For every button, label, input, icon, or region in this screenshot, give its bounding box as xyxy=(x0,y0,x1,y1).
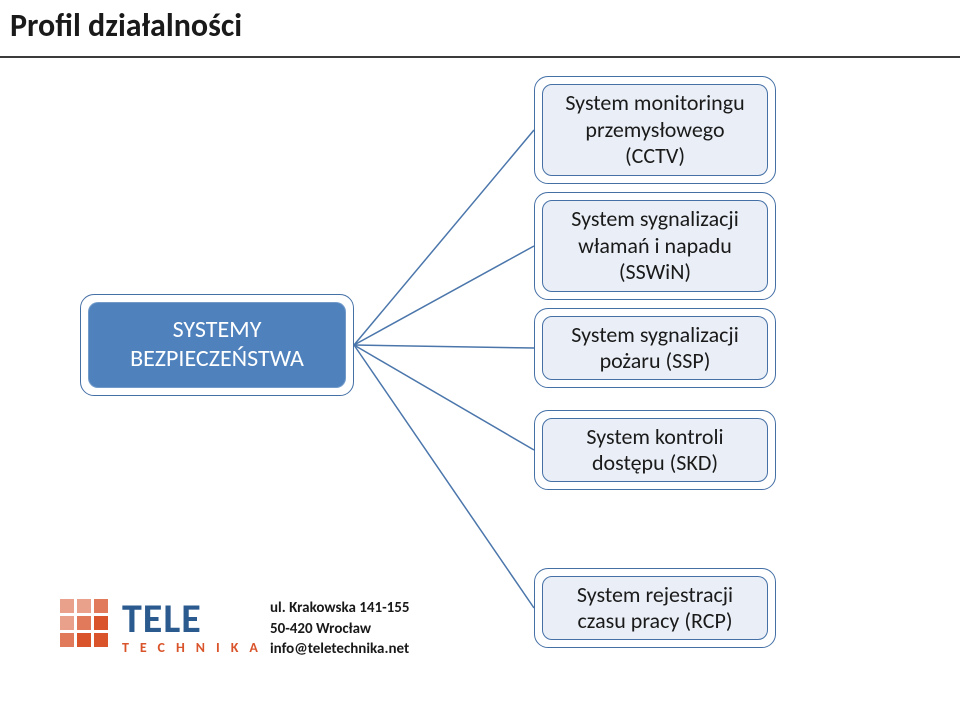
main-node: SYSTEMY BEZPIECZEŃSTWA xyxy=(88,302,346,388)
logo-word-bottom: TECHNIKA xyxy=(122,641,269,655)
address-line: info@teletechnika.net xyxy=(270,639,409,659)
address-block: ul. Krakowska 141-155 50-420 Wrocław inf… xyxy=(270,598,409,659)
child-node-label: System sygnalizacji włamań i napadu (SSW… xyxy=(553,206,757,285)
address-line: ul. Krakowska 141-155 xyxy=(270,598,409,618)
child-node-cctv: System monitoringu przemysłowego (CCTV) xyxy=(542,84,768,176)
address-line: 50-420 Wrocław xyxy=(270,619,409,639)
child-node-label: System rejestracji czasu pracy (RCP) xyxy=(553,582,757,635)
child-node-label: System kontroli dostępu (SKD) xyxy=(553,424,757,477)
child-node-skd: System kontroli dostępu (SKD) xyxy=(542,418,768,482)
logo: TELE TECHNIKA xyxy=(60,599,269,655)
child-node-sswin: System sygnalizacji włamań i napadu (SSW… xyxy=(542,200,768,292)
child-node-ssp: System sygnalizacji pożaru (SSP) xyxy=(542,316,768,380)
page-title: Profil działalności xyxy=(10,6,242,45)
child-node-label: System sygnalizacji pożaru (SSP) xyxy=(553,322,757,375)
logo-word-top: TELE xyxy=(122,599,269,639)
main-node-label: SYSTEMY BEZPIECZEŃSTWA xyxy=(98,316,336,374)
child-node-label: System monitoringu przemysłowego (CCTV) xyxy=(553,90,757,169)
logo-mark xyxy=(60,599,108,647)
logo-text: TELE TECHNIKA xyxy=(122,599,269,655)
title-divider xyxy=(0,56,960,58)
child-node-rcp: System rejestracji czasu pracy (RCP) xyxy=(542,576,768,640)
